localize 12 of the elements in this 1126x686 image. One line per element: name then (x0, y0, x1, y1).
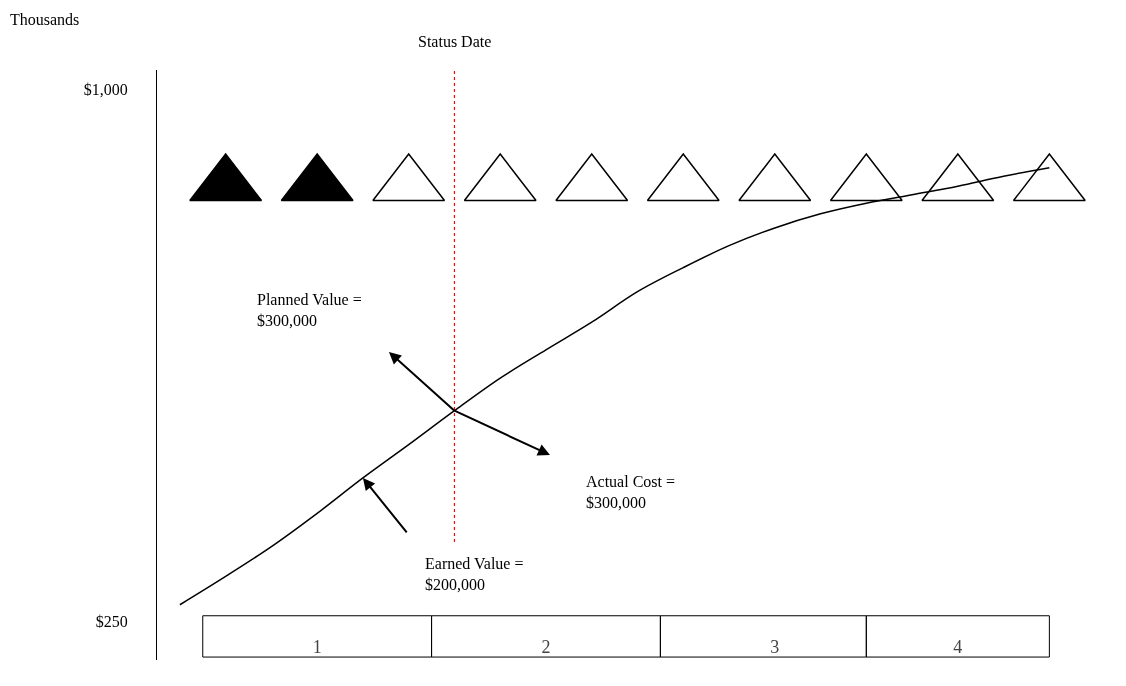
x-tick-label: 4 (953, 637, 963, 658)
annotation: Actual Cost = $300,000 (586, 473, 676, 511)
annotation: Earned Value = $200,000 (425, 555, 524, 593)
annotation: Planned Value = $300,000 (257, 291, 362, 329)
y-tick-label: $250 (95, 612, 128, 630)
x-tick-label: 2 (541, 637, 551, 658)
text: Status Date (418, 33, 492, 50)
y-axis-title: Thousands (10, 11, 80, 28)
x-tick-label: 3 (770, 637, 780, 658)
x-tick-label: 1 (312, 637, 322, 658)
y-tick-label: $1,000 (83, 81, 128, 99)
line-series (179, 166, 1051, 606)
